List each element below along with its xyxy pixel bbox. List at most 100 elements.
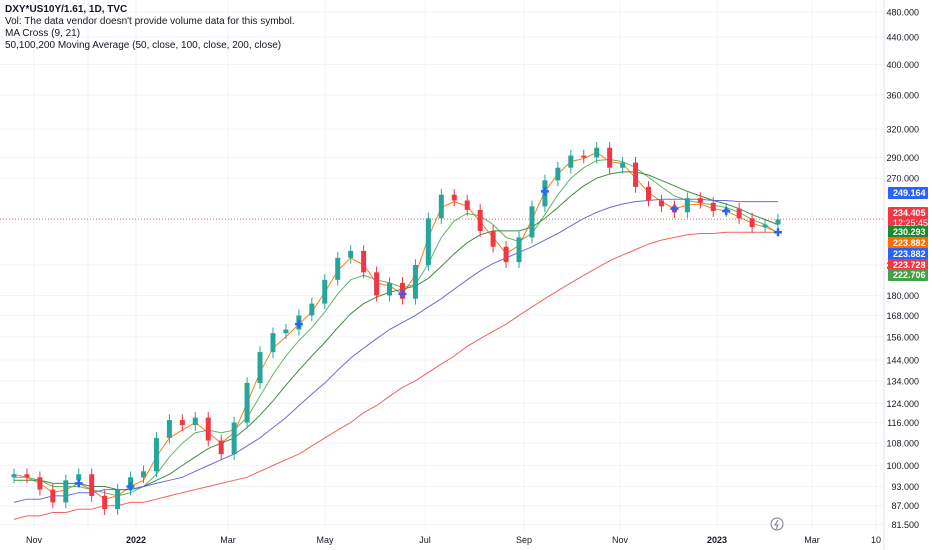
candle-body [607,147,613,168]
ma-cross-marker [398,289,407,298]
icon-bolt [774,519,779,530]
candle-body [684,198,690,213]
ma-cross-marker [540,187,549,196]
candle-body [166,420,172,438]
y-tick-label: 440.000 [886,32,919,42]
price-badge-ma50: 230.293 [888,226,928,238]
price-badge-ma-cross: 223.882 [888,248,928,260]
candle-body [257,352,263,383]
candle-body [322,279,328,304]
y-tick-label: 100.000 [886,461,919,471]
candle-body [516,237,522,263]
candle-body [503,246,509,263]
candle-body [244,382,250,423]
y-tick-label: 290.000 [886,153,919,163]
candle-body [89,474,95,496]
cross-markers [0,187,884,491]
ma-cross-marker [774,228,782,237]
candle-body [646,186,652,201]
candle-body [658,200,664,207]
icon-ring [770,517,784,531]
candle-body [594,147,600,158]
y-tick-label: 320.000 [886,125,919,135]
candle-body [309,303,315,316]
candle-body [270,333,276,353]
ma-multi-label[interactable]: 50,100,200 Moving Average (50, close, 10… [5,40,282,51]
candle-body [348,250,354,258]
ma-cross-marker [670,204,679,213]
price-badge-last: 234.405 [888,207,928,219]
lightning-icon [770,517,784,531]
price-badge-ma21: 222.706 [888,269,928,281]
candle-body [749,218,755,228]
y-tick-label: 400.000 [886,60,919,70]
candle-body [361,250,367,273]
candle-body [762,224,768,228]
candle-body [529,206,535,238]
y-tick-label: 134.000 [886,376,919,386]
x-tick-label: Nov [26,535,43,545]
candle-body [775,219,781,225]
x-tick-label: Sep [516,535,532,545]
grid [0,0,884,530]
y-tick-label: 480.000 [886,7,919,17]
candle-body [568,155,574,168]
ma-cross-label[interactable]: MA Cross (9, 21) [5,28,81,39]
candle-body [218,440,224,455]
y-tick-label: 93.000 [891,482,919,492]
candle-body [50,489,56,503]
candle-body [425,218,431,265]
candle-body [374,272,380,296]
candle-body [555,167,561,181]
y-tick-label: 360.000 [886,91,919,101]
y-tick-label: 180.000 [886,291,919,301]
x-tick-label: Mar [220,535,236,545]
volume-note: Vol: The data vendor doesn't provide vol… [5,16,295,27]
candle-body [451,194,457,201]
candle-body [115,489,121,510]
candle-body [24,474,30,478]
symbol-title[interactable]: DXY*US10Y/1.61, 1D, TVC [5,4,128,15]
candle-body [633,162,639,187]
ma200-line [13,231,778,520]
candle-body [412,265,418,299]
candles [11,142,781,515]
candle-body [387,282,393,296]
y-tick-label: 124.000 [886,399,919,409]
candle-body [581,155,587,158]
price-badge-ma100: 249.164 [888,187,928,199]
ma-cross-marker [294,320,303,329]
moving-average-lines [13,152,779,520]
y-tick-label: 108.000 [886,439,919,449]
y-tick-label: 168.000 [886,311,919,321]
price-badge-ma9: 223.882 [888,237,928,249]
x-tick-label: 10 [871,535,881,545]
price-badge-ma200: 223.728 [888,259,928,271]
candle-body [710,202,716,212]
candle-body [192,417,198,426]
candle-body [697,198,703,203]
ma100-line [13,198,778,503]
time-axis-bg [0,530,932,550]
candle-body [464,200,470,210]
y-tick-label: 81.500 [891,520,919,530]
x-tick-label: Nov [612,535,629,545]
ma-cross-marker [74,479,83,488]
ma21-line [14,158,779,497]
candle-body [438,194,444,219]
candle-body [76,474,82,481]
candle-body [37,477,43,490]
candle-body [620,162,626,168]
candle-body [736,208,742,219]
x-tick-label: Jul [419,535,431,545]
y-tick-label: 87.000 [891,501,919,511]
candle-body [11,474,17,478]
candle-body [63,480,69,503]
candle-body [102,495,108,510]
y-tick-label: 270.000 [886,174,919,184]
y-tick-label: 144.000 [886,356,919,366]
candle-body [231,422,237,455]
